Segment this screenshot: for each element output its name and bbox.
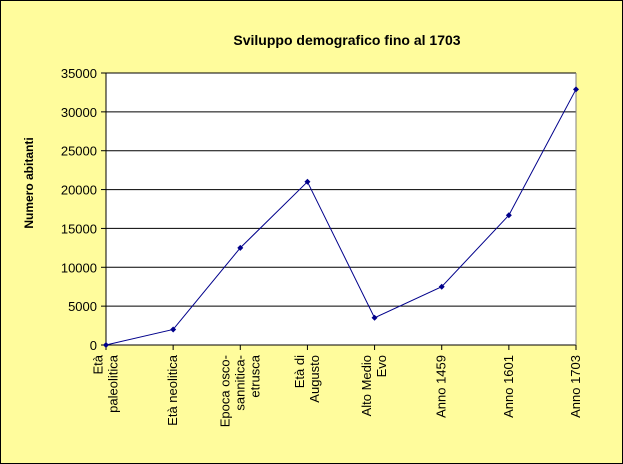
axes xyxy=(101,72,577,350)
series-layer xyxy=(103,86,579,348)
gridlines xyxy=(106,72,576,307)
data-point xyxy=(573,86,579,93)
y-tick-label: 10000 xyxy=(61,260,97,275)
x-tick-label-line: etrusca xyxy=(247,354,262,397)
x-tick-label-line: Evo xyxy=(374,355,389,377)
x-tick-label-line: Età xyxy=(91,354,106,374)
series-line xyxy=(105,89,577,346)
y-axis-label: Numero abitanti xyxy=(22,137,36,228)
y-tick-label: 35000 xyxy=(61,66,97,81)
data-point xyxy=(170,326,177,333)
x-tick-label-line: Età di xyxy=(292,355,307,388)
x-tick-label-line: Anno 1703 xyxy=(568,355,583,418)
x-tick-label: Anno 1703 xyxy=(568,355,583,418)
x-tick-label-line: Augusto xyxy=(307,355,322,403)
data-point xyxy=(505,212,512,219)
y-tick-label: 20000 xyxy=(61,183,97,198)
x-tick-label-line: Alto Medio xyxy=(359,355,374,416)
x-tick-label: Età paleolitica xyxy=(91,354,121,413)
y-tick-label: 15000 xyxy=(61,221,97,236)
y-tick-label: 0 xyxy=(90,338,97,353)
y-tick-label: 5000 xyxy=(68,299,97,314)
x-tick-label: Anno 1459 xyxy=(434,355,449,418)
chart-title: Sviluppo demografico fino al 1703 xyxy=(233,32,460,48)
x-tick-label: Età neolitica xyxy=(165,354,180,426)
x-tick-label-line: sannitica- xyxy=(232,355,247,411)
data-point xyxy=(237,244,244,251)
x-tick-label-line: paleolitica xyxy=(106,354,121,413)
x-tick-label-line: Anno 1459 xyxy=(434,355,449,418)
x-tick-label-line: Anno 1601 xyxy=(501,355,516,418)
data-point xyxy=(103,342,109,348)
x-tick-label: Alto Medio Evo xyxy=(359,355,389,416)
data-point xyxy=(371,314,378,321)
y-tick-label: 30000 xyxy=(61,105,97,120)
y-tick-label: 25000 xyxy=(61,144,97,159)
x-tick-label-line: Età neolitica xyxy=(165,354,180,426)
tick-labels: 0 5000 10000 15000 20000 25000 30000 35000 Età pa… xyxy=(61,66,583,427)
x-tick-label: Anno 1601 xyxy=(501,355,516,418)
x-tick-label: Età di Augusto xyxy=(292,355,322,403)
data-point xyxy=(304,178,311,185)
data-point xyxy=(438,283,445,290)
plot-area xyxy=(106,73,576,345)
x-tick-label: Epoca osco-sannitica-etrusca xyxy=(217,354,262,427)
x-tick-label-line: Epoca osco- xyxy=(217,355,232,427)
